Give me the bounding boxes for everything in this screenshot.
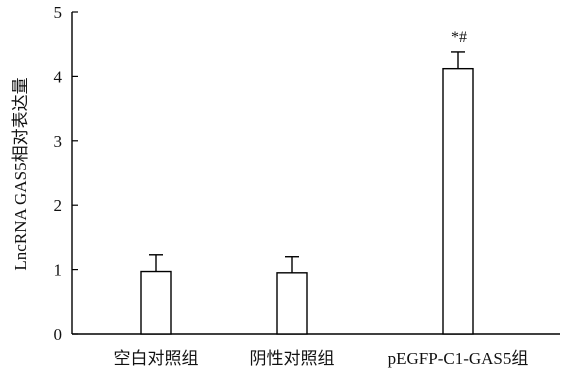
bars: *# <box>140 29 474 335</box>
x-category-label: 阴性对照组 <box>250 349 335 368</box>
x-category-label: 空白对照组 <box>114 349 199 368</box>
y-tick-label: 2 <box>54 196 63 215</box>
y-ticks: 0 1 2 3 4 5 <box>54 3 78 344</box>
significance-annotation: *# <box>451 29 467 46</box>
y-axis-title: LncRNA GAS5相对表达量 <box>11 77 30 270</box>
bar <box>140 270 172 335</box>
x-category-label: pEGFP-C1-GAS5组 <box>388 349 529 368</box>
y-tick-label: 5 <box>54 3 63 22</box>
y-tick-label: 1 <box>54 261 63 280</box>
bar <box>276 272 308 335</box>
y-tick-label: 4 <box>54 67 63 86</box>
bar <box>442 67 474 335</box>
category-labels: 空白对照组 阴性对照组 pEGFP-C1-GAS5组 <box>114 349 529 368</box>
y-tick-label: 3 <box>54 132 63 151</box>
y-tick-label: 0 <box>54 325 63 344</box>
